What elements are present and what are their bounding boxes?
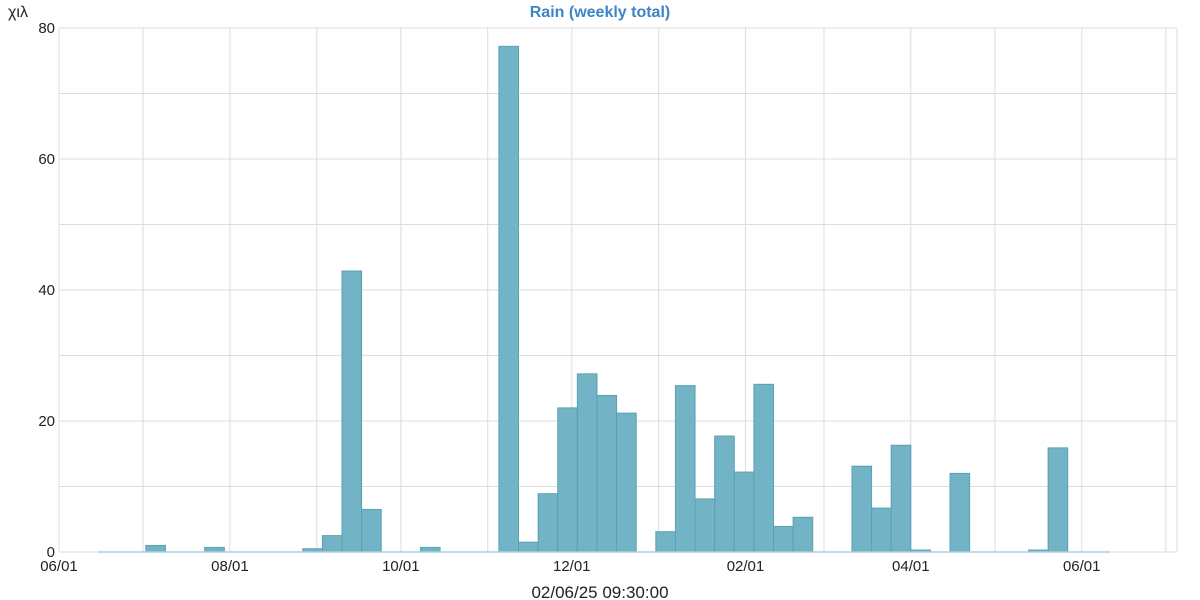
rain-bar (655, 531, 676, 553)
x-tick-label: 12/01 (553, 558, 591, 575)
rain-bar (576, 373, 598, 553)
timestamp-footer: 02/06/25 09:30:00 (531, 583, 668, 600)
y-axis-unit-label: χιλ (8, 4, 28, 21)
y-tick-labels: 0 20 40 60 80 (38, 20, 55, 561)
rain-bar (616, 412, 637, 553)
rain-bar (890, 444, 912, 553)
rain-bar (145, 544, 166, 553)
x-tick-label: 04/01 (892, 558, 930, 575)
rain-bar (674, 385, 696, 553)
rain-bar (753, 383, 775, 553)
rain-bar (596, 394, 618, 553)
x-tick-label: 06/01 (40, 558, 78, 575)
rain-bar (694, 498, 716, 553)
x-tick-label: 08/01 (211, 558, 249, 575)
rain-bar (714, 435, 735, 553)
rain-bar (773, 525, 794, 553)
rain-bar (498, 45, 520, 553)
rain-bar (557, 407, 578, 553)
x-tick-label: 10/01 (382, 558, 420, 575)
x-tick-label: 06/01 (1063, 558, 1101, 575)
x-tick-labels: 06/01 08/01 10/01 12/01 02/01 04/01 06/01 (40, 558, 1100, 575)
rain-bar (518, 541, 539, 553)
rain-bar (361, 508, 382, 553)
rain-bar (871, 507, 892, 553)
y-tick-label: 60 (38, 151, 55, 168)
rain-bar (949, 472, 971, 553)
y-tick-label: 40 (38, 282, 55, 299)
rain-bar (1047, 447, 1069, 553)
chart-title: Rain (weekly total) (530, 4, 670, 21)
rain-bar (321, 535, 343, 553)
y-tick-label: 20 (38, 413, 55, 430)
rain-bar (733, 471, 755, 553)
rain-bar (851, 465, 873, 553)
grid (58, 27, 1178, 553)
rain-bar (341, 270, 363, 553)
rain-bar (792, 516, 814, 553)
y-tick-label: 0 (47, 544, 55, 561)
bars (145, 45, 1069, 553)
y-tick-label: 80 (38, 20, 55, 37)
x-tick-label: 02/01 (727, 558, 765, 575)
rain-bar (537, 493, 559, 553)
